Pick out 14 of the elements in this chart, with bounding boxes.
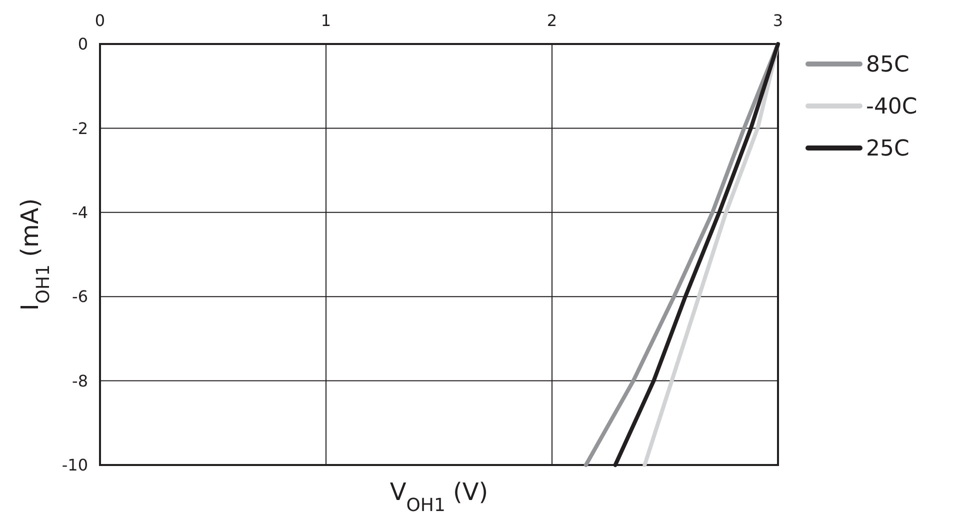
x-tick-label: 2 [546, 11, 558, 30]
y-tick-label: -6 [72, 287, 88, 306]
x-axis-title: V$_{OH1}$ (V) [390, 478, 488, 512]
x-tick-label: 1 [320, 11, 332, 30]
y-tick-label: -4 [72, 203, 88, 222]
x-tick-label: 3 [772, 11, 784, 30]
y-tick-label: -8 [72, 371, 88, 390]
x-tick-label: 0 [94, 11, 106, 30]
legend-label: 85C [866, 52, 910, 78]
legend-label: 25C [866, 136, 910, 162]
y-tick-label: -10 [62, 456, 88, 475]
legend-label: -40C [866, 94, 918, 120]
y-tick-label: 0 [78, 34, 88, 54]
y-tick-label: -2 [72, 118, 88, 138]
